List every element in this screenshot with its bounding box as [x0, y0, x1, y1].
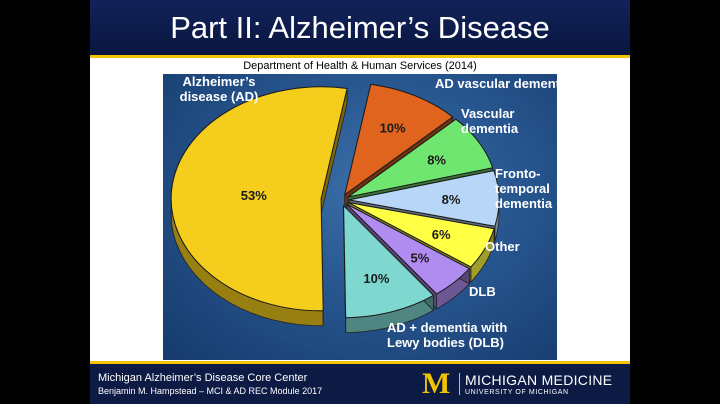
pie-category-label-3: Fronto-temporal dementia: [495, 166, 553, 211]
footer-credits: Michigan Alzheimer’s Disease Core Center…: [98, 372, 322, 397]
logo-subtitle: UNIVERSITY OF MICHIGAN: [465, 389, 569, 396]
logo-name: MICHIGAN MEDICINE: [465, 372, 613, 388]
pie-chart: 10% 8% 8% 6%5% 10% 53% AD vascular dementia Vas…: [170, 74, 557, 350]
footer-center-name: Michigan Alzheimer’s Disease Core Center: [98, 372, 308, 384]
block-m-icon: M: [422, 367, 451, 400]
pie-value-label-6: 10%: [363, 271, 389, 286]
slide-title: Part II: Alzheimer’s Disease: [170, 10, 550, 45]
pie-category-label-1: AD vascular dementia: [435, 76, 557, 91]
michigan-medicine-logo: M MICHIGAN MEDICINE UNIVERSITY OF MICHIG…: [422, 367, 622, 400]
pie-slice-5: [346, 203, 471, 295]
chart-panel: 10% 8% 8% 6%5% 10% 53% AD vascular dementia Vas…: [163, 74, 557, 360]
pie-slice-7: [170, 86, 348, 312]
pie-value-label-7: 53%: [241, 188, 267, 203]
logo-divider: [459, 373, 460, 395]
slide: Part II: Alzheimer’s Disease Department …: [90, 0, 630, 404]
pie-value-label-2: 8%: [427, 152, 446, 167]
pie-slice-1: [343, 83, 454, 196]
pie-value-label-5: 5%: [411, 250, 430, 265]
footer: Michigan Alzheimer’s Disease Core Center…: [90, 361, 630, 404]
footer-author: Benjamin M. Hampstead – MCI & AD REC Mod…: [98, 386, 323, 396]
pie-category-label-6: AD + dementia with Lewy bodies (DLB): [387, 320, 507, 350]
pie-slice-2: [347, 118, 494, 198]
pie-value-label-3: 8%: [442, 192, 461, 207]
pie-value-label-4: 6%: [432, 227, 451, 242]
pie-value-label-1: 10%: [380, 121, 406, 136]
title-bar: Part II: Alzheimer’s Disease: [90, 0, 630, 58]
pie-category-label-4: Other: [485, 239, 520, 254]
pie-category-label-5: DLB: [469, 284, 496, 299]
pie-category-label-7: Alzheimer’s disease (AD): [180, 74, 259, 104]
pie-category-label-2: Vascular dementia: [461, 106, 519, 136]
pie-slice-4: [348, 201, 495, 268]
source-citation: Department of Health & Human Services (2…: [243, 60, 477, 72]
pie-slice-3: [348, 170, 500, 227]
pie-slice-6: [343, 204, 435, 319]
